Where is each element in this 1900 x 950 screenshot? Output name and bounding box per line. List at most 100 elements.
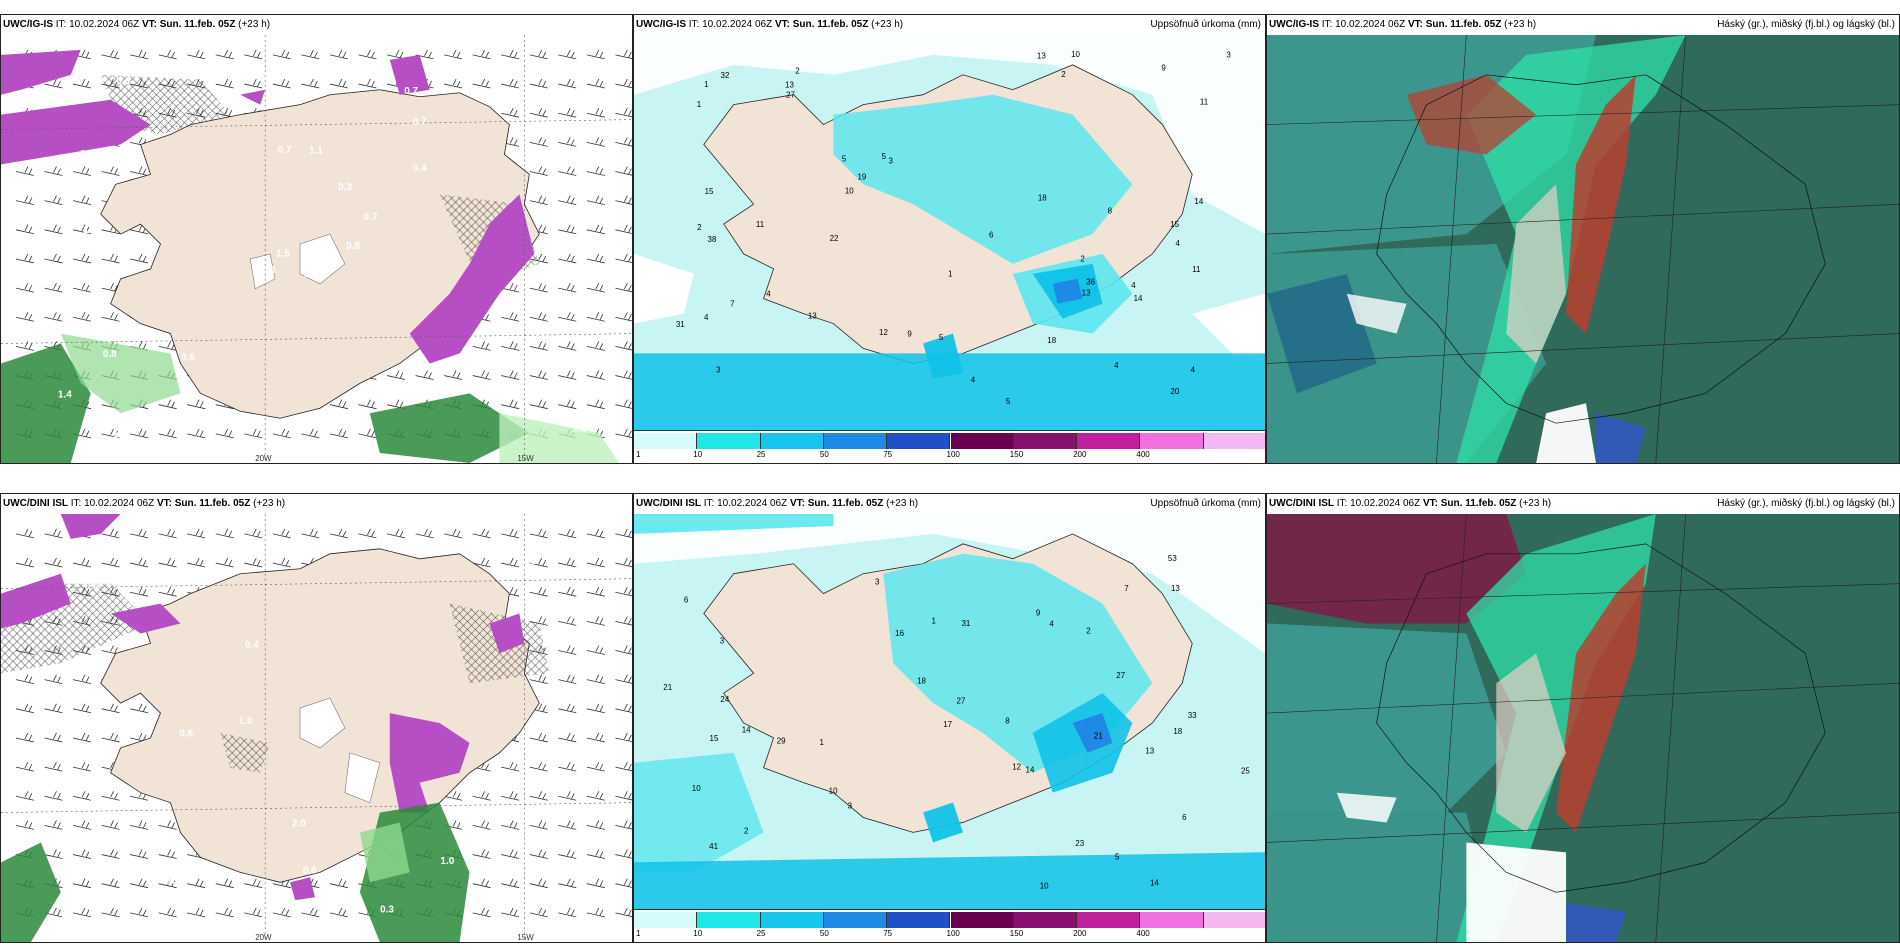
wind-barb [158,587,177,597]
value-label: 10 [1071,50,1080,59]
wind-barb [586,849,605,859]
wind-barb [187,557,206,568]
wind-barb [244,557,263,568]
wind-barb [529,312,548,322]
wind-barb [272,78,291,89]
wind-barb [15,761,34,772]
wind-barb [558,370,577,380]
colorbar-swatch [1013,433,1078,449]
wind-barb [215,78,234,89]
colorbar-tick-label: 10 [693,450,703,459]
wind-barb [158,428,177,439]
panel-bottom-right-map: UWC/DINI ISL IT: 10.02.2024 06Z VT: Sun.… [1266,493,1900,943]
wind-barb [501,528,520,539]
value-label: 3 [848,801,853,810]
wind-barb [501,849,520,859]
model-name: UWC/IG-IS [1269,19,1319,30]
wind-barb [44,791,63,801]
snow-area [1,49,81,95]
wind-barb [615,195,632,205]
wind-barb [558,674,577,685]
value-label: 7 [730,299,735,308]
value-label: 4 [1191,366,1196,375]
wind-barb [358,49,377,60]
wind-barb [130,49,149,60]
value-label: 18 [1173,727,1182,736]
wind-barb [529,878,548,889]
cloud-map [1267,514,1899,942]
value-label: 12 [879,328,888,337]
value-label: 4 [1114,361,1119,370]
colorbar-tick-label: 150 [1009,450,1024,459]
wind-barb [615,820,632,830]
init-time: IT: 10.02.2024 06Z [688,19,773,30]
wind-barb [472,907,491,918]
wind-barb [158,557,177,568]
wind-barb [529,399,548,410]
wind-barb [101,253,120,264]
value-label: 4 [1131,281,1136,290]
wind-barb [329,49,348,60]
wind-barb [529,820,548,830]
wind-barb [529,370,548,380]
wind-barb [72,674,92,685]
wind-barb [244,528,263,539]
wind-barb [444,528,463,539]
wind-barb [272,528,291,539]
wind-barb [529,282,548,293]
wind-barb [72,703,92,714]
value-label: 22 [830,234,839,243]
wind-barb [15,253,34,264]
valid-time: Sun. 11.feb. 05Z [159,19,236,30]
colorbar-tick-label: 100 [946,450,960,459]
wind-barb [101,820,120,830]
wind-barb [44,78,63,89]
wind-barb [501,370,520,380]
wind-barb [301,528,320,539]
wind-barb [329,878,348,889]
value-label: 5 [939,333,944,342]
value-label: 14 [1134,294,1143,303]
colorbar-swatch [887,912,951,928]
wind-barb [615,78,632,89]
lead-time: (+23 h) [1504,19,1537,30]
value-label: 36 [1086,277,1095,286]
wind-barb [558,557,577,568]
value-label: 1.1 [309,146,323,157]
value-label: 10 [1040,882,1049,891]
wind-barb [558,253,577,264]
colorbar-swatch [823,912,888,928]
wind-barb [501,907,520,918]
wind-barb [101,849,120,859]
wind-barb [72,253,92,264]
init-time: IT: 10.02.2024 06Z [703,498,788,509]
wind-barb [529,587,548,597]
colorbar-swatch [823,433,888,449]
wind-map-svg: 20W 15W 1.3 2.5 1.5 1.4 0.7 0.5 0.7 1.1 0.7 0.8 0.… [1,35,632,463]
wind-barb [586,282,605,293]
wind-barb [301,78,320,89]
panel-header: UWC/IG-IS IT: 10.02.2024 06Z VT: Sun. 11… [1,15,632,35]
lead-time: (+23 h) [871,19,904,30]
wind-barb [472,557,491,568]
panel-header: UWC/IG-IS IT: 10.02.2024 06Z VT: Sun. 11… [1267,15,1899,35]
panel-header: UWC/IG-IS IT: 10.02.2024 06Z VT: Sun. 11… [634,15,1265,35]
wind-barb [44,820,63,830]
panel-header: UWC/DINI ISL IT: 10.02.2024 06Z VT: Sun.… [1,494,632,514]
wind-map: 20W 15W 1.3 2.5 1.5 1.4 0.7 0.5 0.7 1.1 0.7 0.8 0.… [1,35,632,463]
model-name: UWC/IG-IS [3,19,53,30]
wind-barb [215,528,234,539]
wind-barb [244,49,263,60]
value-label: 0.6 [179,729,193,740]
wind-barb [72,849,92,859]
wind-barb [101,528,120,539]
value-label: 4 [1049,620,1054,629]
colorbar-tick-label: 100 [946,929,960,938]
wind-barb [529,732,548,743]
wind-barb [215,907,234,918]
wind-barb [586,370,605,380]
wind-barb [358,528,377,539]
value-label: 18 [917,676,926,685]
panel-top-mid-map: UWC/IG-IS IT: 10.02.2024 06Z VT: Sun. 11… [633,14,1266,464]
